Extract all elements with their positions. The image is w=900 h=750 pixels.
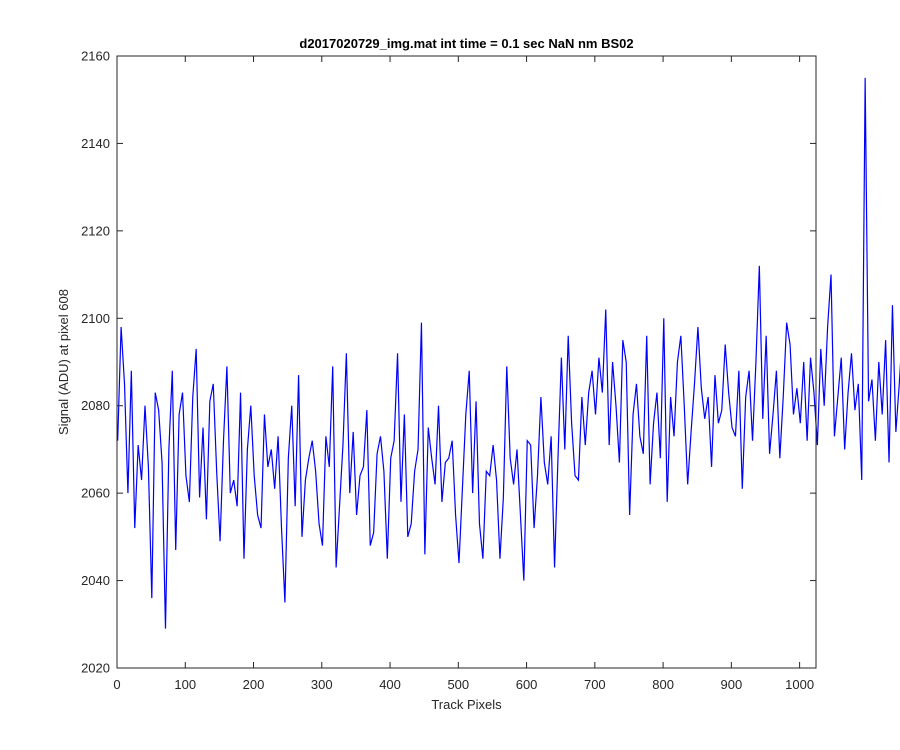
x-tick-label: 800	[652, 677, 674, 692]
x-ticks: 0 100 200 300 400 500 600 700 800 900 1000	[113, 56, 814, 692]
y-ticks: 2020 2040 2060 2080 2100 2120 2140 2160	[81, 49, 816, 676]
y-tick-label: 2060	[81, 486, 110, 501]
x-tick-label: 700	[584, 677, 606, 692]
x-tick-label: 900	[721, 677, 743, 692]
x-tick-label: 500	[447, 677, 469, 692]
series-layer	[117, 77, 900, 629]
x-tick-label: 100	[174, 677, 196, 692]
y-axis-label: Signal (ADU) at pixel 608	[56, 289, 71, 435]
y-tick-label: 2020	[81, 661, 110, 676]
y-tick-label: 2040	[81, 573, 110, 588]
x-tick-label: 300	[311, 677, 333, 692]
axes-box	[116, 55, 817, 669]
chart-title: d2017020729_img.mat int time = 0.1 sec N…	[299, 36, 633, 51]
x-axis-label: Track Pixels	[431, 697, 502, 712]
y-tick-label: 2160	[81, 49, 110, 64]
plot-area	[117, 56, 816, 668]
y-tick-label: 2140	[81, 136, 110, 151]
x-tick-label: 1000	[785, 677, 814, 692]
x-tick-label: 200	[243, 677, 265, 692]
y-tick-label: 2080	[81, 398, 110, 413]
x-tick-label: 0	[113, 677, 120, 692]
y-tick-label: 2120	[81, 223, 110, 238]
y-tick-label: 2100	[81, 311, 110, 326]
x-tick-label: 400	[379, 677, 401, 692]
x-tick-label: 600	[516, 677, 538, 692]
series-line-1	[117, 77, 900, 629]
